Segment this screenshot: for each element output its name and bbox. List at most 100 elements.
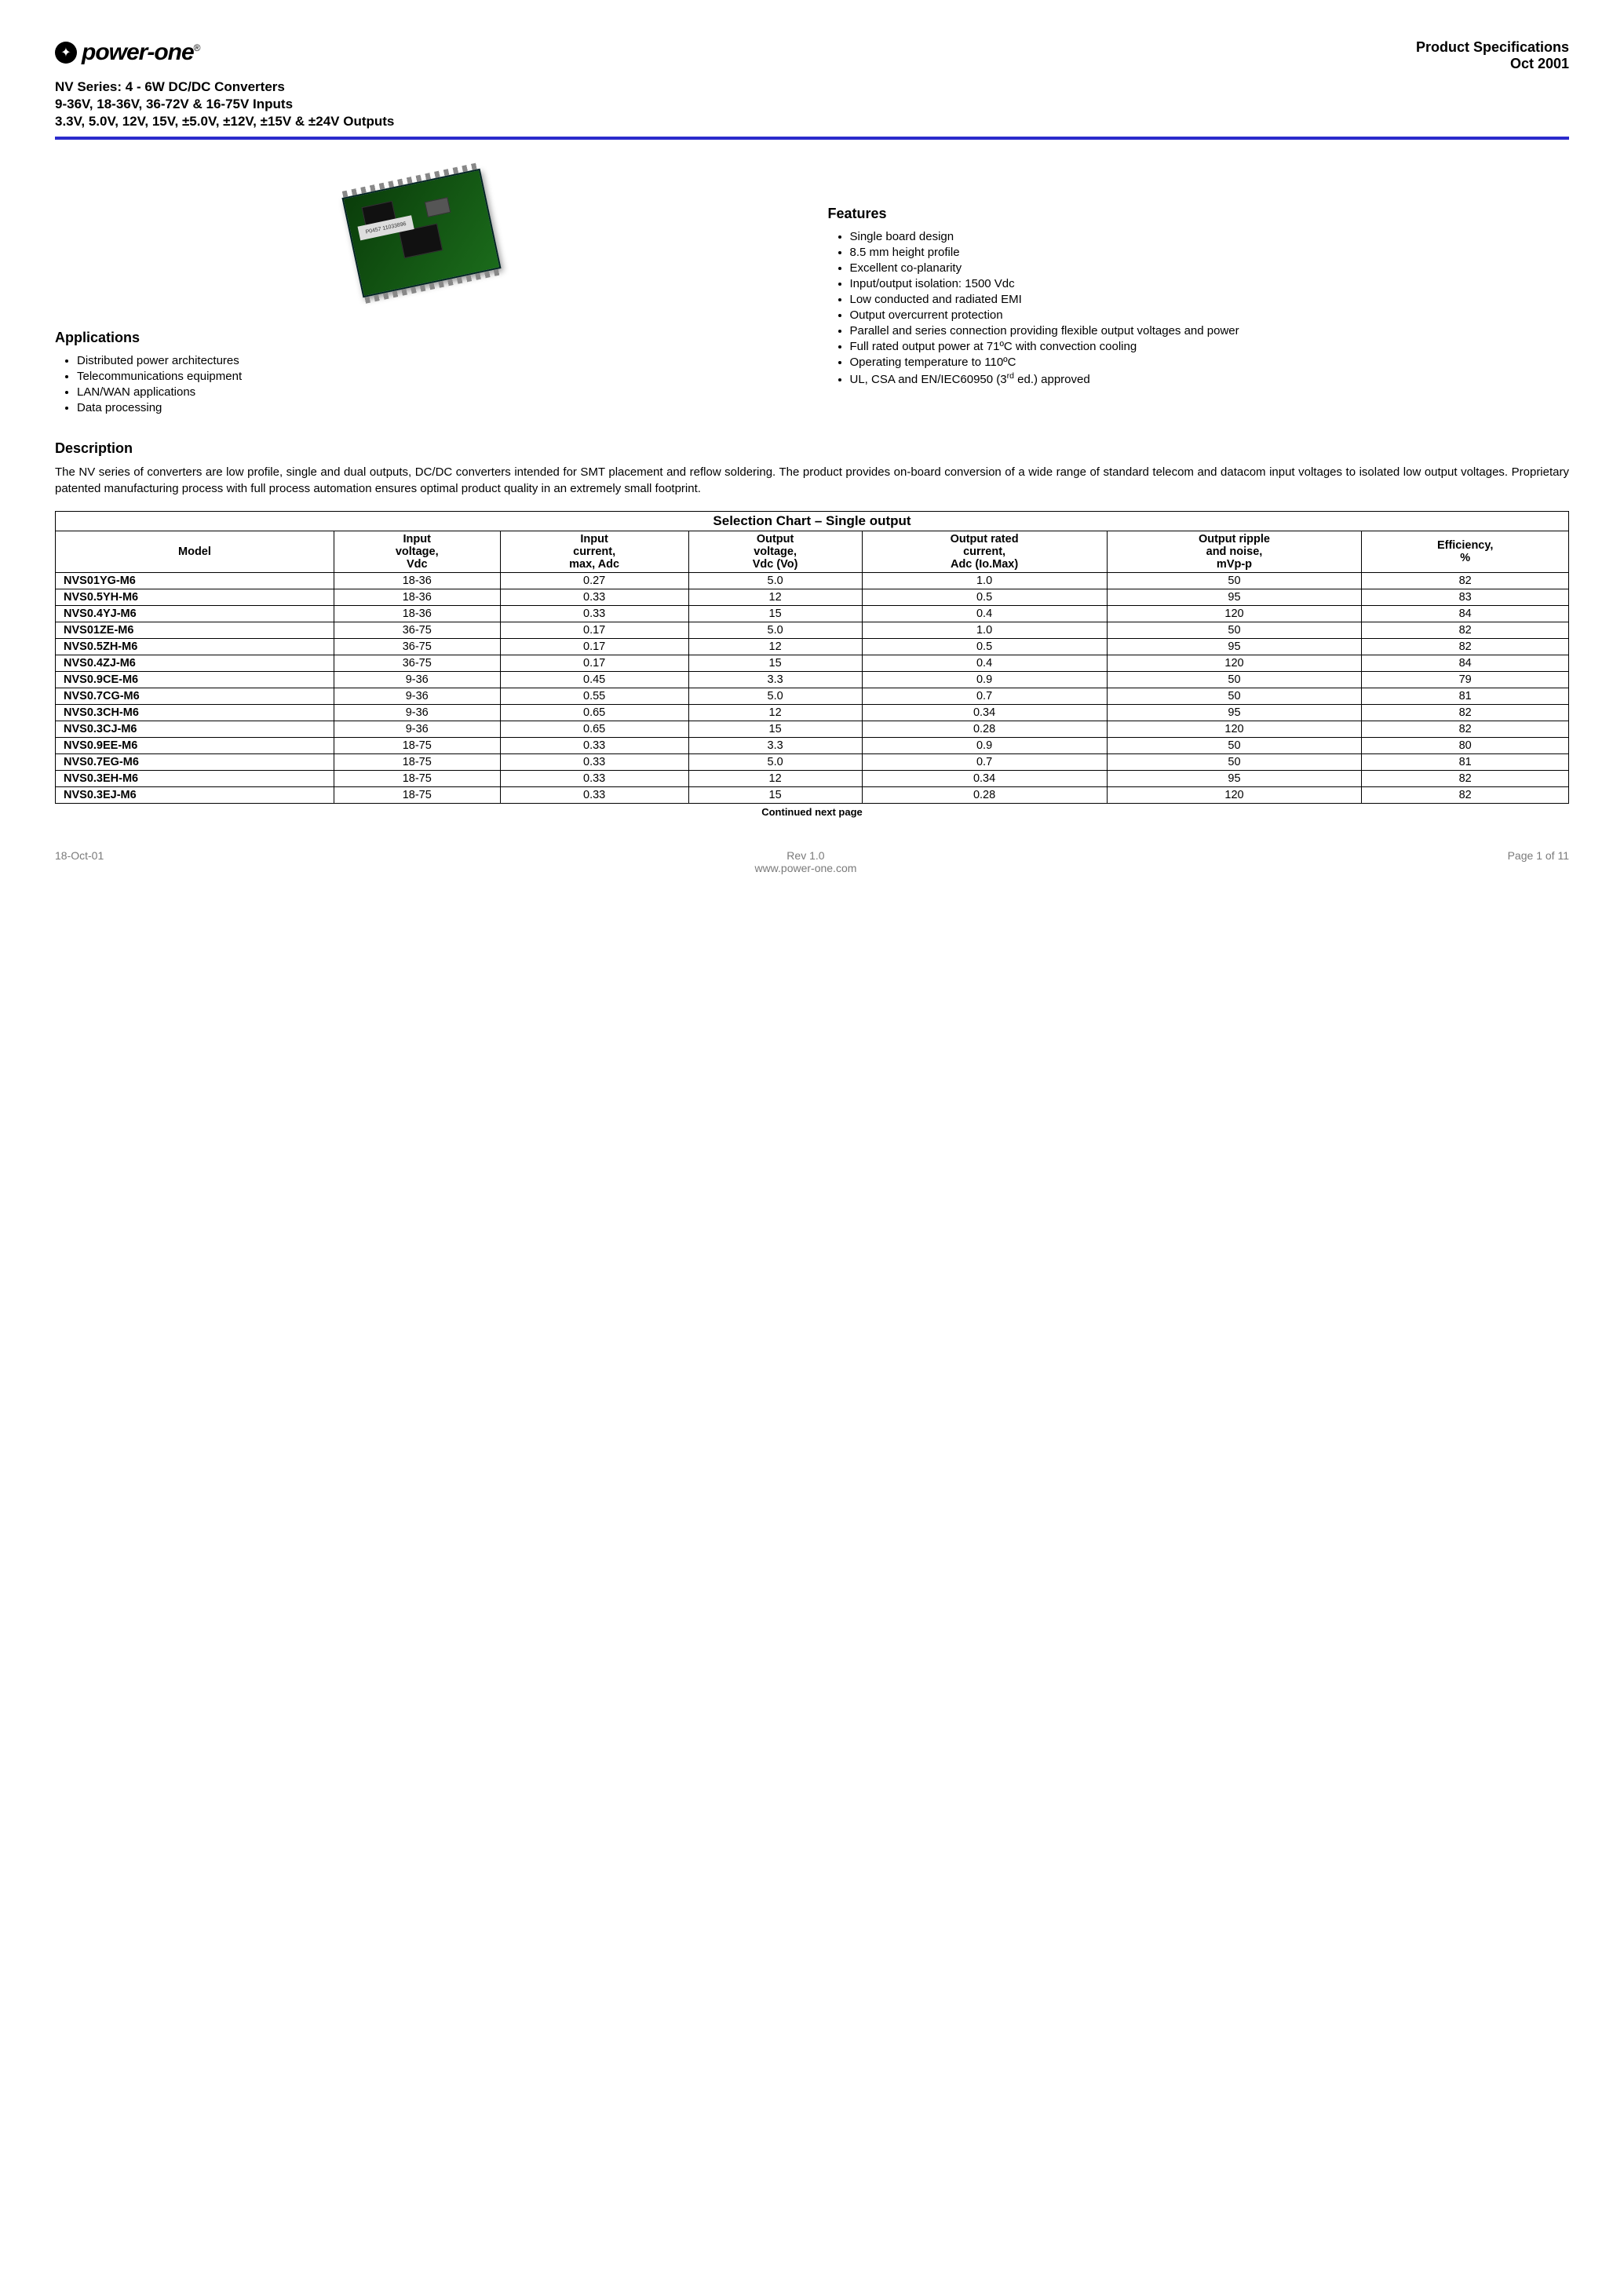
table-row: NVS01YG-M618-360.275.01.05082 [56, 572, 1569, 589]
model-cell: NVS0.4YJ-M6 [56, 605, 334, 622]
features-list: Single board design 8.5 mm height profile… [831, 230, 1570, 386]
applications-list: Distributed power architecturesTelecommu… [58, 354, 797, 414]
table-row: NVS0.3CH-M69-360.65120.349582 [56, 704, 1569, 721]
data-cell: 36-75 [334, 655, 500, 671]
table-row: NVS0.5YH-M618-360.33120.59583 [56, 589, 1569, 605]
features-item: Operating temperature to 110ºC [850, 356, 1570, 369]
model-cell: NVS0.5YH-M6 [56, 589, 334, 605]
data-cell: 0.33 [500, 737, 688, 753]
features-item: Single board design [850, 230, 1570, 243]
data-cell: 50 [1107, 688, 1362, 704]
data-cell: 0.17 [500, 622, 688, 638]
brand-logo: power-one® [55, 39, 200, 66]
table-row: NVS0.4ZJ-M636-750.17150.412084 [56, 655, 1569, 671]
model-cell: NVS01ZE-M6 [56, 622, 334, 638]
data-cell: 15 [688, 605, 862, 622]
data-cell: 82 [1362, 622, 1569, 638]
data-cell: 81 [1362, 688, 1569, 704]
data-cell: 0.28 [862, 786, 1107, 803]
data-cell: 0.17 [500, 638, 688, 655]
data-cell: 5.0 [688, 572, 862, 589]
table-column-header: Output rippleand noise,mVp-p [1107, 531, 1362, 572]
spec-date: Oct 2001 [1416, 56, 1569, 72]
model-cell: NVS0.7EG-M6 [56, 753, 334, 770]
data-cell: 18-36 [334, 605, 500, 622]
data-cell: 5.0 [688, 753, 862, 770]
data-cell: 18-75 [334, 737, 500, 753]
data-cell: 50 [1107, 753, 1362, 770]
table-row: NVS0.5ZH-M636-750.17120.59582 [56, 638, 1569, 655]
data-cell: 5.0 [688, 688, 862, 704]
model-cell: NVS0.3CH-M6 [56, 704, 334, 721]
table-row: NVS0.9EE-M618-750.333.30.95080 [56, 737, 1569, 753]
model-cell: NVS0.7CG-M6 [56, 688, 334, 704]
data-cell: 36-75 [334, 638, 500, 655]
data-cell: 18-36 [334, 572, 500, 589]
footer-url: www.power-one.com [104, 862, 1507, 874]
data-cell: 0.33 [500, 786, 688, 803]
data-cell: 5.0 [688, 622, 862, 638]
data-cell: 0.9 [862, 671, 1107, 688]
applications-item: Telecommunications equipment [77, 370, 797, 383]
applications-heading: Applications [55, 330, 797, 346]
features-item: 8.5 mm height profile [850, 246, 1570, 259]
data-cell: 0.7 [862, 688, 1107, 704]
description-text: The NV series of converters are low prof… [55, 465, 1569, 497]
data-cell: 0.45 [500, 671, 688, 688]
data-cell: 83 [1362, 589, 1569, 605]
model-cell: NVS0.9CE-M6 [56, 671, 334, 688]
features-item: Low conducted and radiated EMI [850, 293, 1570, 306]
model-cell: NVS0.3EJ-M6 [56, 786, 334, 803]
table-column-header: Inputcurrent,max, Adc [500, 531, 688, 572]
data-cell: 12 [688, 638, 862, 655]
data-cell: 0.33 [500, 770, 688, 786]
features-heading: Features [828, 206, 1570, 222]
continued-label: Continued next page [55, 806, 1569, 818]
data-cell: 82 [1362, 770, 1569, 786]
data-cell: 18-75 [334, 786, 500, 803]
spec-header: Product Specifications Oct 2001 [1416, 39, 1569, 72]
data-cell: 0.33 [500, 589, 688, 605]
data-cell: 50 [1107, 622, 1362, 638]
applications-item: LAN/WAN applications [77, 385, 797, 399]
data-cell: 0.5 [862, 589, 1107, 605]
subheader-line-1: NV Series: 4 - 6W DC/DC Converters [55, 78, 1569, 96]
table-row: NVS0.3CJ-M69-360.65150.2812082 [56, 721, 1569, 737]
logo-icon [55, 42, 77, 64]
description-heading: Description [55, 440, 1569, 457]
data-cell: 120 [1107, 605, 1362, 622]
data-cell: 0.17 [500, 655, 688, 671]
data-cell: 0.7 [862, 753, 1107, 770]
data-cell: 9-36 [334, 721, 500, 737]
data-cell: 9-36 [334, 671, 500, 688]
data-cell: 9-36 [334, 688, 500, 704]
data-cell: 82 [1362, 721, 1569, 737]
data-cell: 0.4 [862, 605, 1107, 622]
data-cell: 81 [1362, 753, 1569, 770]
footer-rev: Rev 1.0 [104, 849, 1507, 862]
table-column-header: Efficiency,% [1362, 531, 1569, 572]
data-cell: 36-75 [334, 622, 500, 638]
spec-title: Product Specifications [1416, 39, 1569, 56]
data-cell: 82 [1362, 572, 1569, 589]
data-cell: 120 [1107, 786, 1362, 803]
table-row: NVS0.9CE-M69-360.453.30.95079 [56, 671, 1569, 688]
model-cell: NVS0.3CJ-M6 [56, 721, 334, 737]
model-cell: NVS0.5ZH-M6 [56, 638, 334, 655]
table-column-header: Model [56, 531, 334, 572]
model-cell: NVS0.3EH-M6 [56, 770, 334, 786]
model-cell: NVS0.4ZJ-M6 [56, 655, 334, 671]
data-cell: 0.34 [862, 770, 1107, 786]
data-cell: 120 [1107, 655, 1362, 671]
data-cell: 9-36 [334, 704, 500, 721]
data-cell: 50 [1107, 572, 1362, 589]
page-footer: 18-Oct-01 Rev 1.0 www.power-one.com Page… [55, 849, 1569, 874]
subheader-line-2: 9-36V, 18-36V, 36-72V & 16-75V Inputs [55, 96, 1569, 113]
data-cell: 0.55 [500, 688, 688, 704]
table-row: NVS0.3EJ-M618-750.33150.2812082 [56, 786, 1569, 803]
table-row: NVS0.4YJ-M618-360.33150.412084 [56, 605, 1569, 622]
features-item: UL, CSA and EN/IEC60950 (3rd ed.) approv… [850, 371, 1570, 386]
table-title: Selection Chart – Single output [56, 511, 1569, 531]
selection-chart: Selection Chart – Single output Model Inp… [55, 511, 1569, 818]
data-cell: 3.3 [688, 671, 862, 688]
